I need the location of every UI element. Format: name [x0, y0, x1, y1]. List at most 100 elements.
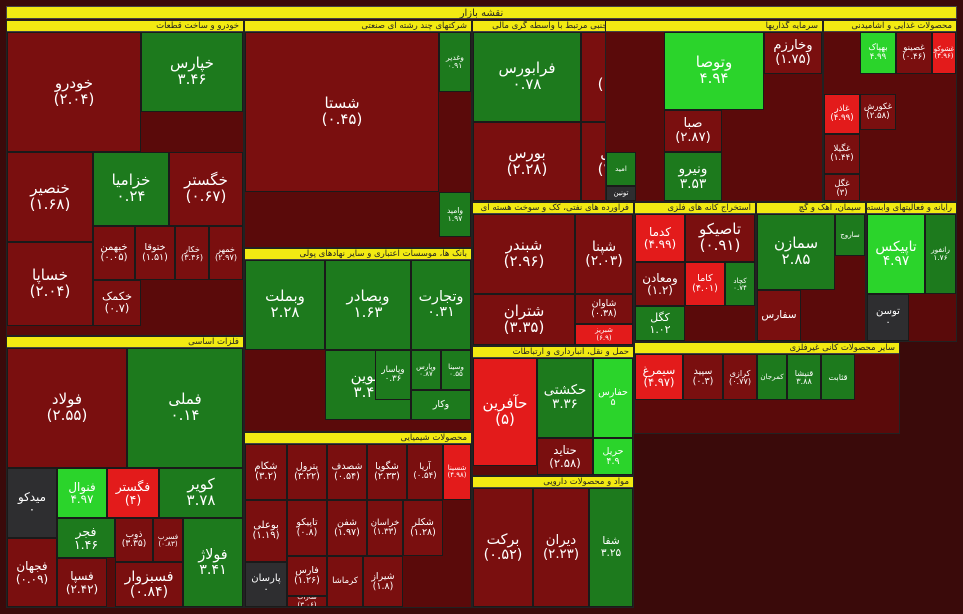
stock-tile[interactable]: برکت (۰.۵۲)	[473, 488, 533, 607]
sector-1: فلزات اساسی فولاد (۲.۵۵) فملی ۰.۱۴ میدکو ۰ فنوا…	[6, 336, 244, 608]
stock-tile[interactable]: شاراک (۳.۰۶)	[287, 596, 327, 607]
stock-tile[interactable]: کرازی (۰.۷۷)	[723, 354, 757, 400]
stock-tile[interactable]: شستا (۰.۴۵)	[245, 32, 439, 192]
stock-tile[interactable]: ذوب (۳.۳۵)	[115, 518, 153, 562]
stock-tile[interactable]: آریا (۰.۵۴)	[407, 444, 443, 500]
stock-tile[interactable]: شبریز (۶.۹)	[575, 324, 633, 345]
stock-tile[interactable]: وپاسار ۰.۳۶	[375, 350, 411, 400]
stock-tile[interactable]: حکشتی ۳.۳۶	[537, 358, 593, 438]
stock-tile[interactable]: شاوان (۰.۳۸)	[575, 294, 633, 324]
stock-tile[interactable]: پارسان ۰	[245, 562, 287, 607]
stock-tile[interactable]: تاپیکو (۰.۸)	[287, 500, 327, 556]
stock-tile[interactable]: ختوقا (۱.۵۱)	[135, 226, 175, 280]
stock-tile[interactable]: شفا ۳.۲۵	[589, 488, 633, 607]
stock-tile[interactable]: وغدیر ۰.۹۱	[439, 32, 471, 92]
stock-tile[interactable]: وکار	[411, 390, 471, 420]
stock-tile[interactable]: وتجارت ۰.۳۱	[411, 260, 471, 350]
stock-tile[interactable]: شتران (۳.۳۵)	[473, 294, 575, 345]
stock-tile[interactable]: فملی ۰.۱۴	[127, 348, 243, 468]
stock-tile[interactable]: غشوکو (۴.۹۶)	[932, 32, 956, 74]
stock-tile[interactable]: خراسان (۱.۳۳)	[367, 500, 403, 556]
stock-tile[interactable]: حفارس ۵	[593, 358, 633, 438]
stock-change: (۴.۰۱)	[692, 283, 718, 294]
stock-tile[interactable]: شگویا (۲.۳۳)	[367, 444, 407, 500]
stock-tile[interactable]: حریل ۴.۹	[593, 438, 633, 475]
stock-tile[interactable]: پترول (۳.۲۲)	[287, 444, 327, 500]
stock-tile[interactable]: بورس (۲.۲۸)	[473, 122, 581, 201]
stock-tile[interactable]: تاصیکو (۰.۹۱)	[685, 214, 755, 262]
stock-tile[interactable]: کویر ۳.۷۸	[159, 468, 243, 518]
stock-tile[interactable]: کچاد ۰.۷۴	[725, 262, 755, 306]
stock-tile[interactable]: وبملت ۲.۲۸	[245, 260, 325, 350]
stock-tile[interactable]: غگل (۳)	[824, 174, 860, 201]
stock-tile[interactable]: ومعادن (۱.۲)	[635, 262, 685, 306]
stock-tile[interactable]: فنوال ۴.۹۷	[57, 468, 107, 518]
stock-tile[interactable]: قنیشا ۳.۸۸	[787, 354, 821, 400]
stock-tile[interactable]: بهپاک ۴.۹۹	[860, 32, 896, 74]
stock-tile[interactable]: شکام (۳.۲)	[245, 444, 287, 500]
stock-tile[interactable]: دیران (۲.۲۳)	[533, 488, 589, 607]
stock-tile[interactable]: توسن ۰	[867, 294, 909, 341]
stock-tile[interactable]: وخارزم (۱.۷۵)	[764, 32, 822, 74]
stock-tile[interactable]: خکار (۳.۴۶)	[175, 226, 209, 280]
stock-tile[interactable]: سپید (۰.۳)	[683, 354, 723, 400]
stock-tile[interactable]: وامید ۱.۹۷	[439, 192, 471, 237]
stock-tile[interactable]: صبا (۲.۸۷)	[664, 110, 722, 152]
stock-tile[interactable]: شسینا (۴.۹۸)	[443, 444, 471, 500]
stock-tile[interactable]: امید	[606, 152, 636, 186]
stock-tile[interactable]: خکمک (۰.۷)	[93, 280, 141, 326]
stock-name: غگیلا	[833, 143, 851, 154]
stock-tile[interactable]: فسپا (۲.۴۲)	[57, 558, 107, 607]
stock-tile[interactable]: شپنا (۲.۰۳)	[575, 214, 633, 294]
stock-tile[interactable]: کاما (۴.۰۱)	[685, 262, 725, 306]
stock-tile[interactable]: غاذر (۴.۹۹)	[824, 94, 860, 134]
stock-tile[interactable]: خودرو (۲.۰۴)	[7, 32, 141, 152]
stock-tile[interactable]: قثابت	[821, 354, 855, 400]
stock-tile[interactable]: کرماشا	[327, 556, 363, 607]
stock-tile[interactable]: خنصیر (۱.۶۸)	[7, 152, 93, 242]
stock-tile[interactable]: بوعلی (۱.۱۹)	[245, 500, 287, 562]
stock-tile[interactable]: میدکو ۰	[7, 468, 57, 538]
stock-tile[interactable]: شفن (۱.۹۷)	[327, 500, 367, 556]
stock-tile[interactable]: رانفور ۱.۷۶	[925, 214, 956, 294]
stock-tile[interactable]: سیمرغ (۴.۹۷)	[635, 354, 683, 400]
stock-tile[interactable]: غصینو (۰.۴۶)	[896, 32, 932, 74]
stock-tile[interactable]: شکلر (۱.۲۸)	[403, 500, 443, 556]
stock-tile[interactable]: وبصادر ۱.۶۳	[325, 260, 411, 350]
stock-tile[interactable]: خمهر (۲.۹۷)	[209, 226, 243, 280]
stock-tile[interactable]: سفارس	[757, 290, 801, 341]
stock-tile[interactable]: کمرجان	[757, 354, 787, 400]
stock-tile[interactable]: وسینا ۰.۵۵	[441, 350, 471, 390]
stock-tile[interactable]: فگستر (۴)	[107, 468, 159, 518]
stock-tile[interactable]: سمازن ۲.۸۵	[757, 214, 835, 290]
stock-tile[interactable]: تاپیکس ۴.۹۷	[867, 214, 925, 294]
stock-tile[interactable]: فجهان (۰.۰۹)	[7, 538, 57, 607]
stock-tile[interactable]: ونیرو ۳.۵۳	[664, 152, 722, 201]
stock-tile[interactable]: شصدف (۰.۵۴)	[327, 444, 367, 500]
stock-tile[interactable]: کدما (۴.۹۹)	[635, 214, 685, 262]
stock-tile[interactable]: خبهمن (۰.۰۵)	[93, 226, 135, 280]
stock-tile[interactable]: فولاژ ۳.۴۱	[183, 518, 243, 607]
stock-tile[interactable]: کگل ۱.۰۲	[635, 306, 685, 341]
stock-tile[interactable]: شیراز (۱.۸)	[363, 556, 403, 607]
stock-tile[interactable]: فارس (۱.۲۶)	[287, 556, 327, 596]
stock-tile[interactable]: حتاید (۲.۵۸)	[537, 438, 593, 475]
stock-tile[interactable]: غگیلا (۱.۴۴)	[824, 134, 860, 174]
stock-tile[interactable]: تونین	[606, 186, 636, 201]
stock-tile[interactable]: خگستر (۰.۶۷)	[169, 152, 243, 226]
stock-tile[interactable]: غکورش (۲.۵۸)	[860, 94, 896, 130]
stock-name: فسپا	[70, 569, 94, 583]
stock-tile[interactable]: خساپا (۲.۰۴)	[7, 242, 93, 326]
stock-tile[interactable]: خپارس ۳.۴۶	[141, 32, 243, 112]
stock-tile[interactable]: فجر ۱.۴۶	[57, 518, 115, 558]
stock-tile[interactable]: فولاد (۲.۵۵)	[7, 348, 127, 468]
stock-tile[interactable]: شبندر (۲.۹۶)	[473, 214, 575, 294]
stock-tile[interactable]: ساروج	[835, 214, 865, 256]
stock-tile[interactable]: حآفرین (۵)	[473, 358, 537, 466]
stock-tile[interactable]: وپارس ۰.۸۷	[411, 350, 441, 390]
stock-tile[interactable]: فرابورس ۰.۷۸	[473, 32, 581, 122]
stock-tile[interactable]: فسرب (۰.۸۳)	[153, 518, 183, 562]
stock-tile[interactable]: فسبزوار (۰.۸۴)	[115, 562, 183, 607]
stock-tile[interactable]: وتوصا ۴.۹۴	[664, 32, 764, 110]
stock-tile[interactable]: خزامیا ۰.۲۴	[93, 152, 169, 226]
